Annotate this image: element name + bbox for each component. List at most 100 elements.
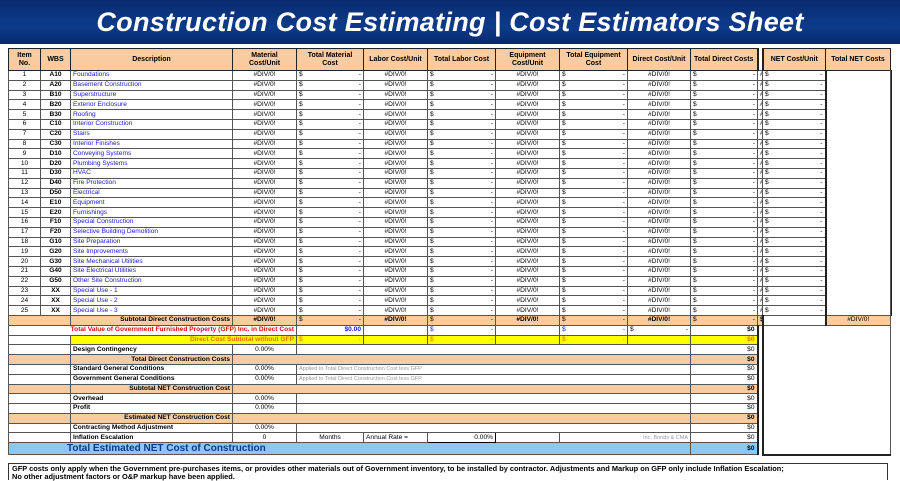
unit-cost[interactable]: #DIV/0! [363, 99, 428, 111]
unit-cost[interactable]: #DIV/0! [627, 89, 691, 101]
unit-cost[interactable]: #DIV/0! [363, 89, 428, 101]
unit-cost[interactable]: #DIV/0! [363, 226, 428, 238]
adjustment-percent[interactable]: 0.00% [232, 422, 297, 434]
unit-cost[interactable]: #DIV/0! [627, 109, 691, 120]
unit-cost[interactable]: #DIV/0! [232, 275, 297, 287]
unit-cost[interactable]: #DIV/0! [627, 128, 691, 140]
unit-cost[interactable]: #DIV/0! [363, 187, 428, 199]
unit-cost[interactable]: #DIV/0! [495, 305, 560, 316]
unit-cost[interactable]: #DIV/0! [232, 118, 297, 130]
unit-cost[interactable]: #DIV/0! [232, 128, 297, 140]
unit-cost[interactable]: #DIV/0! [363, 207, 428, 218]
unit-cost[interactable]: #DIV/0! [232, 265, 297, 277]
unit-cost[interactable]: #DIV/0! [363, 246, 428, 258]
item-description[interactable]: Foundations [70, 70, 233, 81]
unit-cost[interactable]: #DIV/0! [232, 79, 297, 91]
unit-cost[interactable]: #DIV/0! [495, 265, 560, 277]
item-description[interactable]: Stairs [70, 128, 233, 140]
unit-cost[interactable]: #DIV/0! [363, 177, 428, 189]
unit-cost[interactable]: #DIV/0! [232, 226, 297, 238]
item-description[interactable]: Site Electrical Utilities [70, 265, 233, 277]
unit-cost[interactable]: #DIV/0! [363, 265, 428, 277]
unit-cost[interactable]: #DIV/0! [495, 118, 560, 130]
unit-cost[interactable]: #DIV/0! [232, 305, 297, 316]
unit-cost[interactable]: #DIV/0! [363, 167, 428, 179]
unit-cost[interactable]: #DIV/0! [363, 148, 428, 160]
item-description[interactable]: Exterior Enclosure [70, 99, 233, 111]
unit-cost[interactable]: #DIV/0! [627, 187, 691, 199]
unit-cost[interactable]: #DIV/0! [495, 109, 560, 120]
unit-cost[interactable]: #DIV/0! [495, 226, 560, 238]
unit-cost[interactable]: #DIV/0! [363, 236, 428, 248]
unit-cost[interactable]: #DIV/0! [495, 207, 560, 218]
gfp-value[interactable]: $0.00 [296, 324, 364, 336]
unit-cost[interactable]: #DIV/0! [232, 109, 297, 120]
item-description[interactable]: Site Mechanical Utilities [70, 256, 233, 267]
item-description[interactable]: Plumbing Systems [70, 158, 233, 169]
unit-cost[interactable]: #DIV/0! [627, 275, 691, 287]
unit-cost[interactable]: #DIV/0! [495, 99, 560, 111]
unit-cost[interactable]: #DIV/0! [495, 128, 560, 140]
unit-cost[interactable]: #DIV/0! [363, 295, 428, 307]
unit-cost[interactable]: #DIV/0! [232, 187, 297, 199]
unit-cost[interactable]: #DIV/0! [495, 148, 560, 160]
unit-cost[interactable]: #DIV/0! [627, 256, 691, 267]
unit-cost[interactable]: #DIV/0! [627, 118, 691, 130]
item-description[interactable]: Other Site Construction [70, 275, 233, 287]
unit-cost[interactable]: #DIV/0! [232, 256, 297, 267]
unit-cost[interactable]: #DIV/0! [232, 236, 297, 248]
unit-cost[interactable]: #DIV/0! [495, 70, 560, 81]
unit-cost[interactable]: #DIV/0! [363, 109, 428, 120]
unit-cost[interactable]: #DIV/0! [363, 138, 428, 150]
item-description[interactable]: Roofing [70, 109, 233, 120]
unit-cost[interactable]: #DIV/0! [627, 177, 691, 189]
inflation-months-input[interactable]: 0 [232, 432, 297, 444]
unit-cost[interactable]: #DIV/0! [232, 285, 297, 297]
unit-cost[interactable]: #DIV/0! [495, 256, 560, 267]
item-description[interactable]: Electrical [70, 187, 233, 199]
unit-cost[interactable]: #DIV/0! [232, 197, 297, 209]
unit-cost[interactable]: #DIV/0! [363, 79, 428, 91]
item-description[interactable]: Special Use - 3 [70, 305, 233, 316]
unit-cost[interactable]: #DIV/0! [627, 265, 691, 277]
adjustment-percent[interactable]: 0.00% [232, 373, 297, 385]
item-description[interactable]: HVAC [70, 167, 233, 179]
unit-cost[interactable]: #DIV/0! [232, 70, 297, 81]
adjustment-percent[interactable]: 0.00% [232, 393, 297, 405]
unit-cost[interactable]: #DIV/0! [627, 236, 691, 248]
unit-cost[interactable]: #DIV/0! [363, 70, 428, 81]
unit-cost[interactable]: #DIV/0! [495, 187, 560, 199]
unit-cost[interactable]: #DIV/0! [495, 285, 560, 297]
unit-cost[interactable]: #DIV/0! [232, 246, 297, 258]
unit-cost[interactable]: #DIV/0! [495, 79, 560, 91]
unit-cost[interactable]: #DIV/0! [627, 246, 691, 258]
unit-cost[interactable]: #DIV/0! [363, 118, 428, 130]
unit-cost[interactable]: #DIV/0! [495, 197, 560, 209]
unit-cost[interactable]: #DIV/0! [232, 138, 297, 150]
unit-cost[interactable]: #DIV/0! [495, 89, 560, 101]
unit-cost[interactable]: #DIV/0! [627, 305, 691, 316]
unit-cost[interactable]: #DIV/0! [363, 275, 428, 287]
unit-cost[interactable]: #DIV/0! [232, 177, 297, 189]
unit-cost[interactable]: #DIV/0! [232, 148, 297, 160]
unit-cost[interactable]: #DIV/0! [363, 305, 428, 316]
item-description[interactable]: Site Preparation [70, 236, 233, 248]
unit-cost[interactable]: #DIV/0! [363, 158, 428, 169]
unit-cost[interactable]: #DIV/0! [232, 89, 297, 101]
adjustment-percent[interactable]: 0.00% [232, 363, 297, 375]
annual-rate-input[interactable]: 0.00% [427, 432, 496, 444]
unit-cost[interactable]: #DIV/0! [232, 167, 297, 179]
item-description[interactable]: Equipment [70, 197, 233, 209]
unit-cost[interactable]: #DIV/0! [495, 236, 560, 248]
unit-cost[interactable]: #DIV/0! [627, 167, 691, 179]
unit-cost[interactable]: #DIV/0! [627, 70, 691, 81]
item-description[interactable]: Site Improvements [70, 246, 233, 258]
unit-cost[interactable]: #DIV/0! [627, 216, 691, 228]
item-description[interactable]: Special Construction [70, 216, 233, 228]
item-description[interactable]: Selective Building Demolition [70, 226, 233, 238]
unit-cost[interactable]: #DIV/0! [363, 216, 428, 228]
unit-cost[interactable]: #DIV/0! [363, 197, 428, 209]
item-description[interactable]: Special Use - 1 [70, 285, 233, 297]
item-description[interactable]: Interior Finishes [70, 138, 233, 150]
unit-cost[interactable]: #DIV/0! [363, 285, 428, 297]
